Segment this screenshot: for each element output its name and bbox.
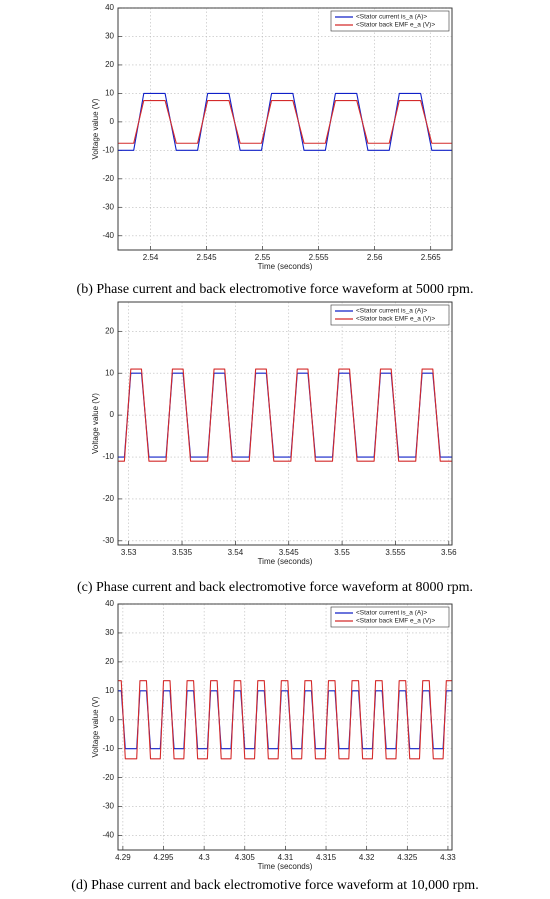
y-axis-label: Voltage value (V) [91, 696, 100, 757]
y-tick-label: 30 [105, 628, 114, 637]
y-axis-label: Voltage value (V) [91, 98, 100, 159]
y-tick-label: -30 [102, 802, 114, 811]
y-tick-label: 40 [105, 599, 114, 608]
legend-label: <Stator current is_a (A)> [356, 308, 427, 315]
legend-box [330, 606, 450, 628]
legend-box [330, 304, 450, 326]
y-tick-label: 10 [105, 686, 114, 695]
y-tick-label: -10 [102, 145, 114, 154]
plot-border [117, 603, 453, 851]
y-tick-label: 10 [105, 368, 114, 377]
y-tick-label: -40 [102, 231, 114, 240]
x-tick-label: 4.305 [235, 853, 256, 862]
caption: (b) Phase current and back electromotive… [77, 282, 474, 297]
legend-label: <Stator back EMF e_a (V)> [356, 22, 435, 29]
legend-box [330, 10, 450, 32]
y-tick-label: 10 [105, 89, 114, 98]
x-tick-label: 3.555 [385, 548, 406, 557]
y-tick-label: -30 [102, 536, 114, 545]
caption: (c) Phase current and back electromotive… [77, 580, 473, 595]
plot-lines [118, 92, 452, 151]
y-tick-label: 0 [110, 117, 115, 126]
x-axis-label: Time (seconds) [258, 262, 313, 271]
x-tick-label: 3.53 [121, 548, 137, 557]
x-tick-label: 2.565 [421, 253, 442, 262]
x-tick-label: 4.33 [440, 853, 456, 862]
plot-area [117, 7, 453, 251]
y-axis-label: Voltage value (V) [91, 393, 100, 454]
x-tick-label: 3.535 [172, 548, 193, 557]
x-tick-label: 4.325 [397, 853, 418, 862]
x-tick-label: 3.545 [279, 548, 300, 557]
series-line [118, 99, 452, 144]
x-tick-label: 4.32 [359, 853, 375, 862]
plot-border [117, 7, 453, 251]
y-tick-label: -40 [102, 831, 114, 840]
y-tick-label: -30 [102, 202, 114, 211]
y-tick-label: 40 [105, 3, 114, 12]
y-tick-label: -20 [102, 174, 114, 183]
y-tick-label: 0 [110, 410, 115, 419]
series-line [118, 368, 452, 462]
plot-area [117, 603, 453, 851]
plot-border [117, 301, 453, 546]
plot-lines [118, 368, 452, 462]
chart-panel: -40 -30 -20 -10 0 10 20 30 40 4.29 4.295 4.3 4.305 4.… [71, 599, 478, 893]
x-tick-label: 4.29 [115, 853, 131, 862]
y-tick-label: -20 [102, 773, 114, 782]
legend-label: <Stator current is_a (A)> [356, 14, 427, 21]
x-tick-label: 2.54 [143, 253, 159, 262]
y-tick-label: 20 [105, 657, 114, 666]
caption: (d) Phase current and back electromotive… [71, 878, 478, 893]
y-tick-label: -10 [102, 744, 114, 753]
series-line [118, 680, 452, 760]
y-tick-label: 20 [105, 326, 114, 335]
x-axis-label: Time (seconds) [258, 862, 313, 871]
legend-label: <Stator back EMF e_a (V)> [356, 316, 435, 323]
x-tick-label: 2.555 [309, 253, 330, 262]
x-axis-label: Time (seconds) [258, 557, 313, 566]
plot-lines [118, 680, 452, 760]
y-tick-label: -10 [102, 452, 114, 461]
x-tick-label: 4.315 [316, 853, 337, 862]
legend-label: <Stator back EMF e_a (V)> [356, 618, 435, 625]
x-tick-label: 3.55 [334, 548, 350, 557]
x-tick-label: 3.54 [228, 548, 244, 557]
y-tick-label: -20 [102, 494, 114, 503]
x-tick-label: 2.55 [255, 253, 271, 262]
y-tick-label: 0 [110, 715, 115, 724]
x-tick-label: 4.3 [199, 853, 211, 862]
x-tick-label: 4.295 [153, 853, 174, 862]
x-tick-label: 2.545 [197, 253, 218, 262]
chart-panel: -40 -30 -20 -10 0 10 20 30 40 2.54 2.545 2.55 2.555 2… [77, 3, 474, 297]
chart-panel: -30 -20 -10 0 10 20 3.53 3.535 3.54 3.545 3.55 3.55… [77, 301, 473, 595]
plot-area [117, 301, 453, 546]
x-tick-label: 3.56 [441, 548, 457, 557]
x-tick-label: 4.31 [278, 853, 294, 862]
x-tick-label: 2.56 [367, 253, 383, 262]
y-tick-label: 20 [105, 60, 114, 69]
y-tick-label: 30 [105, 32, 114, 41]
legend-label: <Stator current is_a (A)> [356, 610, 427, 617]
